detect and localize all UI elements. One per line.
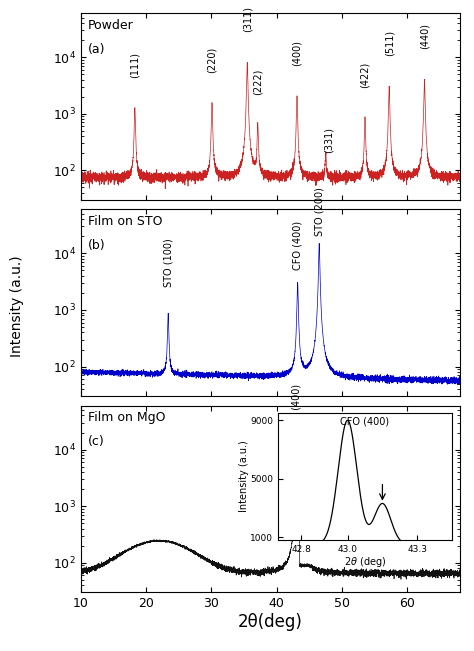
- Text: (440): (440): [419, 23, 429, 49]
- Text: (220): (220): [207, 47, 217, 73]
- Text: (111): (111): [130, 53, 140, 78]
- Text: (400): (400): [292, 40, 302, 66]
- Text: (422): (422): [360, 62, 370, 89]
- Text: STO (200): STO (200): [314, 187, 324, 236]
- Text: CFO (400): CFO (400): [292, 221, 302, 270]
- Text: (c): (c): [88, 436, 105, 449]
- X-axis label: 2θ(deg): 2θ(deg): [238, 613, 302, 631]
- Text: CFO (400): CFO (400): [292, 383, 302, 432]
- Text: (311): (311): [242, 6, 252, 32]
- Text: Film on STO: Film on STO: [88, 215, 163, 228]
- Text: (222): (222): [253, 69, 263, 96]
- Text: (b): (b): [88, 239, 106, 252]
- Text: Intensity (a.u.): Intensity (a.u.): [9, 255, 24, 357]
- Text: STO (100): STO (100): [163, 239, 173, 287]
- Text: Film on MgO: Film on MgO: [88, 411, 166, 424]
- Text: (511): (511): [384, 30, 394, 56]
- Text: (331): (331): [324, 128, 334, 153]
- Text: Powder: Powder: [88, 19, 134, 32]
- Text: (a): (a): [88, 43, 106, 56]
